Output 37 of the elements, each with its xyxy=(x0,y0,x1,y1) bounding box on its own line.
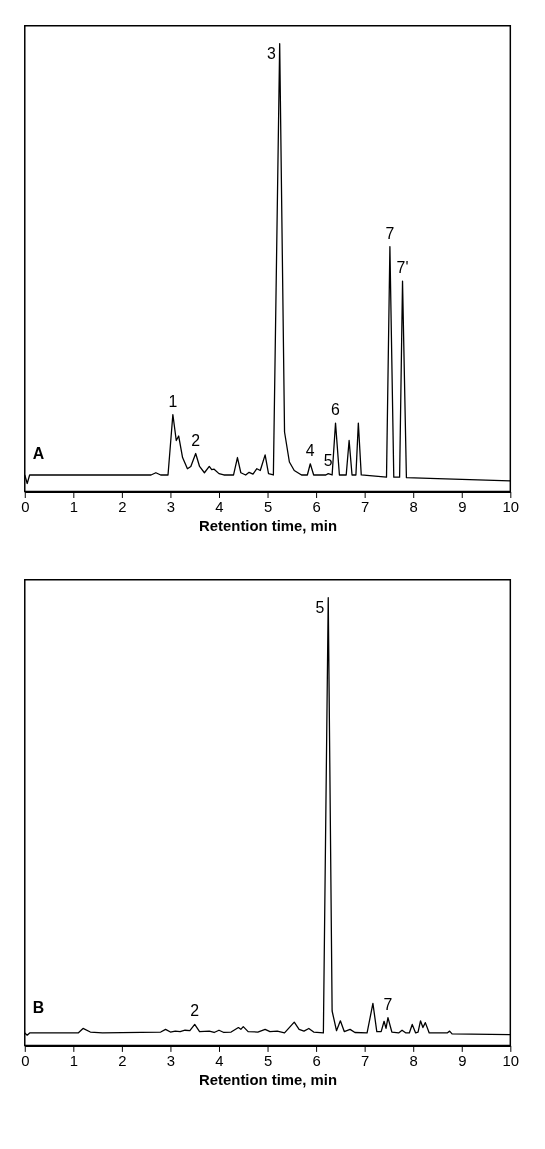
x-axis-title: Retention time, min xyxy=(199,1071,337,1088)
x-tick-label: 10 xyxy=(502,498,520,515)
x-tick-label: 10 xyxy=(502,1052,520,1069)
x-tick-label: 6 xyxy=(312,1052,321,1069)
x-tick-label: 1 xyxy=(69,1052,78,1069)
annotation: 4 xyxy=(305,441,315,459)
annotation: 7 xyxy=(383,995,393,1013)
annotation: 5 xyxy=(315,598,325,616)
x-tick-label: 5 xyxy=(263,1052,273,1069)
x-tick-label: 8 xyxy=(409,498,418,515)
annotation: 7' xyxy=(396,259,409,277)
annotation: 7 xyxy=(385,224,395,242)
x-tick-label: 3 xyxy=(166,1052,176,1069)
annotation: 2 xyxy=(191,431,201,449)
x-tick-label: 4 xyxy=(215,1052,224,1069)
annotation: A xyxy=(32,444,45,462)
x-tick-label: 6 xyxy=(312,498,321,515)
x-tick-label: 2 xyxy=(118,498,127,515)
annotation: 1 xyxy=(168,392,178,410)
x-tick-label: 2 xyxy=(118,1052,127,1069)
annotation: 5 xyxy=(323,451,333,469)
x-tick-label: 9 xyxy=(458,1052,467,1069)
x-tick-label: 0 xyxy=(21,498,30,515)
x-tick-label: 7 xyxy=(361,1052,370,1069)
annotation: 2 xyxy=(190,1002,200,1020)
x-tick-label: 5 xyxy=(263,498,273,515)
x-axis-title: Retention time, min xyxy=(199,517,337,534)
x-tick-label: 7 xyxy=(361,498,370,515)
annotation: 3 xyxy=(266,44,276,62)
x-tick-label: 8 xyxy=(409,1052,418,1069)
x-tick-label: 3 xyxy=(166,498,176,515)
x-tick-label: 4 xyxy=(215,498,224,515)
x-tick-label: 0 xyxy=(21,1052,30,1069)
annotation: 6 xyxy=(331,401,341,419)
x-tick-label: 9 xyxy=(458,498,467,515)
annotation: B xyxy=(32,998,45,1016)
x-tick-label: 1 xyxy=(69,498,78,515)
